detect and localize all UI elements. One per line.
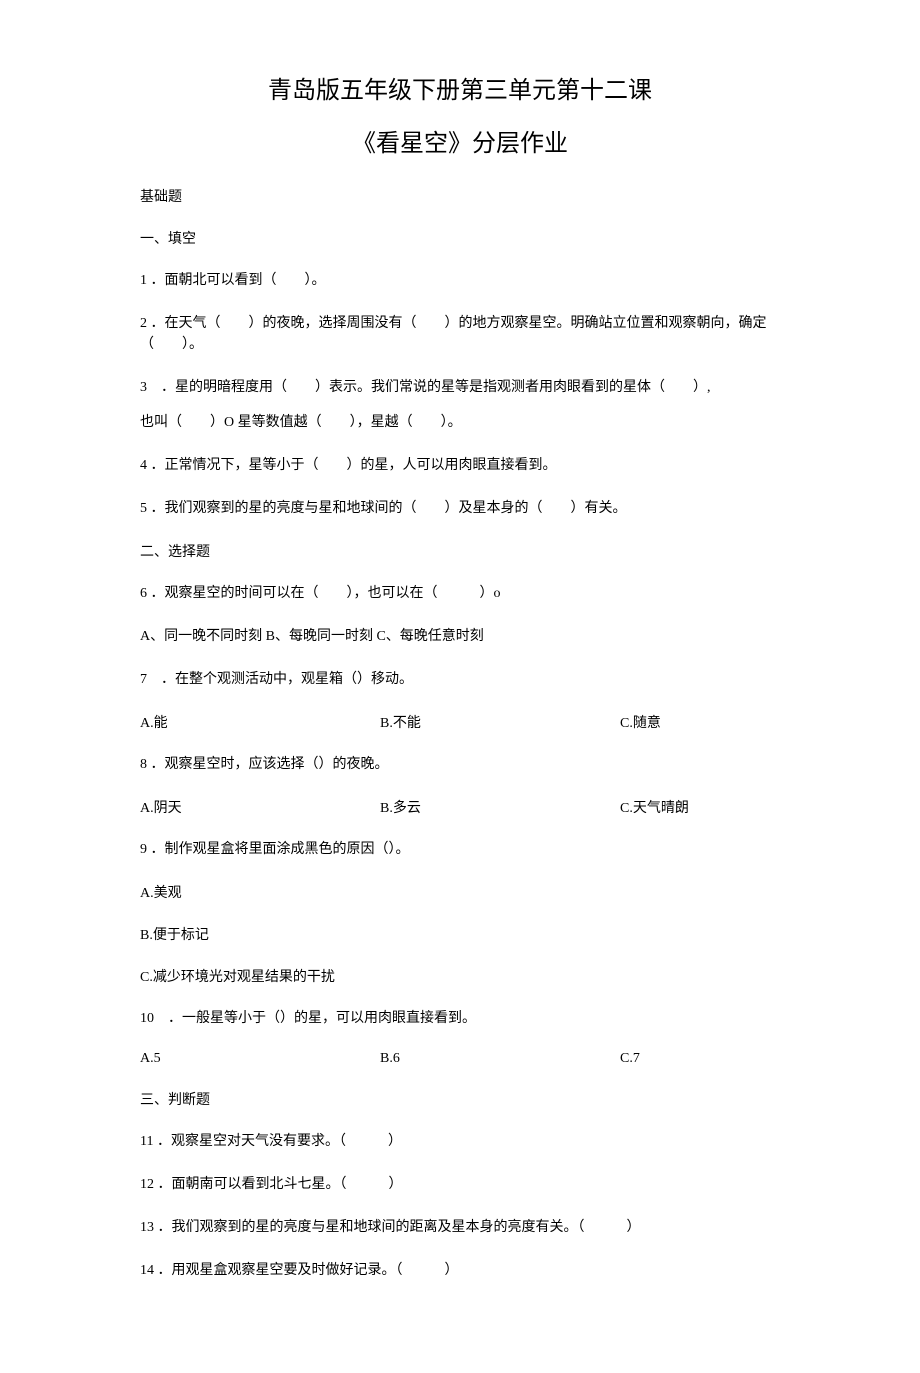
option-7a: A.能 <box>140 712 380 732</box>
question-3-line1: 3 ．星的明暗程度用（ ）表示。我们常说的星等是指观测者用肉眼看到的星体（ ）, <box>140 377 780 398</box>
question-6-options: A、同一晚不同时刻 B、每晚同一时刻 C、每晚任意时刻 <box>140 626 780 647</box>
option-9c: C.减少环境光对观星结果的干扰 <box>140 966 780 986</box>
question-11: 11 ．观察星空对天气没有要求。（ ） <box>140 1131 780 1152</box>
question-8: 8 ．观察星空时，应该选择（）的夜晚。 <box>140 754 780 775</box>
question-3-line2: 也叫（ ）O 星等数值越（ ），星越（ ）。 <box>140 412 780 433</box>
question-1: 1 ．面朝北可以看到（ ）。 <box>140 270 780 291</box>
question-12: 12 ．面朝南可以看到北斗七星。（ ） <box>140 1174 780 1195</box>
option-8a: A.阴天 <box>140 797 380 817</box>
document-title-sub: 《看星空》分层作业 <box>140 123 780 158</box>
judge-heading: 三、判断题 <box>140 1089 780 1109</box>
question-13: 13 ．我们观察到的星的亮度与星和地球间的距离及星本身的亮度有关。（ ） <box>140 1217 780 1238</box>
question-8-options: A.阴天 B.多云 C.天气晴朗 <box>140 797 780 817</box>
option-10a: A.5 <box>140 1051 380 1067</box>
question-14: 14 ．用观星盒观察星空要及时做好记录。（ ） <box>140 1260 780 1281</box>
fill-blank-heading: 一、填空 <box>140 228 780 248</box>
document-title-main: 青岛版五年级下册第三单元第十二课 <box>140 70 780 105</box>
base-section-label: 基础题 <box>140 186 780 206</box>
option-10c: C.7 <box>620 1051 780 1067</box>
question-7: 7 ．在整个观测活动中，观星箱（）移动。 <box>140 669 780 690</box>
option-7b: B.不能 <box>380 712 620 732</box>
question-9: 9 ．制作观星盒将里面涂成黑色的原因（）。 <box>140 839 780 860</box>
question-4: 4 ．正常情况下，星等小于（ ）的星，人可以用肉眼直接看到。 <box>140 455 780 476</box>
question-7-options: A.能 B.不能 C.随意 <box>140 712 780 732</box>
option-9b: B.便于标记 <box>140 924 780 944</box>
option-10b: B.6 <box>380 1051 620 1067</box>
question-2: 2 ．在天气（ ）的夜晚，选择周围没有（ ）的地方观察星空。明确站立位置和观察朝… <box>140 313 780 355</box>
question-6: 6 ．观察星空的时间可以在（ ），也可以在（ ）o <box>140 583 780 604</box>
choice-heading: 二、选择题 <box>140 541 780 561</box>
question-10-options: A.5 B.6 C.7 <box>140 1051 780 1067</box>
option-7c: C.随意 <box>620 712 780 732</box>
question-5: 5 ．我们观察到的星的亮度与星和地球间的（ ）及星本身的（ ）有关。 <box>140 498 780 519</box>
option-8b: B.多云 <box>380 797 620 817</box>
option-9a: A.美观 <box>140 882 780 902</box>
question-10: 10 ．一般星等小于（）的星，可以用肉眼直接看到。 <box>140 1008 780 1029</box>
option-8c: C.天气晴朗 <box>620 797 780 817</box>
